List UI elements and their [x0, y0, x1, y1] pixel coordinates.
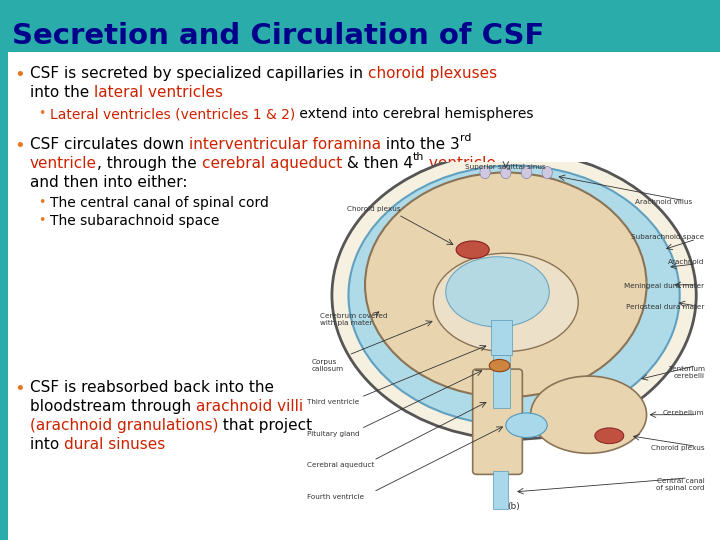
Ellipse shape — [595, 428, 624, 444]
Text: Superior sagittal sinus: Superior sagittal sinus — [465, 164, 546, 170]
Ellipse shape — [456, 241, 490, 259]
Text: Cerebellum: Cerebellum — [663, 410, 704, 416]
Text: dural sinuses: dural sinuses — [64, 437, 166, 452]
Text: ventricle: ventricle — [30, 156, 97, 171]
Text: Fourth ventricle: Fourth ventricle — [307, 494, 364, 500]
Text: extend into cerebral hemispheres: extend into cerebral hemispheres — [295, 107, 534, 121]
Text: Choroid plexus: Choroid plexus — [346, 206, 400, 212]
Text: •: • — [38, 196, 45, 209]
Text: The subarachnoid space: The subarachnoid space — [50, 214, 220, 228]
Text: Pituitary gland: Pituitary gland — [307, 431, 360, 437]
Text: , through the: , through the — [97, 156, 202, 171]
Ellipse shape — [446, 256, 549, 327]
Text: Third ventricle: Third ventricle — [307, 399, 359, 405]
Text: Secretion and Circulation of CSF: Secretion and Circulation of CSF — [12, 22, 544, 50]
Text: Choroid plexus: Choroid plexus — [651, 445, 704, 451]
Text: Meningeal dura mater: Meningeal dura mater — [624, 284, 704, 289]
Text: CSF is reabsorbed back into the: CSF is reabsorbed back into the — [30, 380, 274, 395]
Bar — [0, 52, 8, 540]
Text: Lateral ventricles (ventricles 1 & 2): Lateral ventricles (ventricles 1 & 2) — [50, 107, 295, 121]
Ellipse shape — [365, 172, 647, 397]
Ellipse shape — [500, 166, 511, 179]
Text: Cerebrum covered
with pia mater: Cerebrum covered with pia mater — [320, 313, 387, 327]
Text: Central canal
of spinal cord: Central canal of spinal cord — [656, 478, 704, 491]
Text: •: • — [14, 137, 24, 155]
Text: that project: that project — [218, 418, 312, 433]
Text: into the 3: into the 3 — [381, 137, 460, 152]
Text: Subarachnoid space: Subarachnoid space — [631, 234, 704, 240]
Text: Periosteal dura mater: Periosteal dura mater — [626, 305, 704, 310]
Bar — [493, 471, 508, 510]
Text: into the: into the — [30, 85, 94, 100]
Text: CSF is secreted by specialized capillaries in: CSF is secreted by specialized capillari… — [30, 66, 368, 81]
Text: bloodstream through: bloodstream through — [30, 399, 196, 414]
Bar — [493, 355, 510, 408]
Bar — [491, 320, 512, 355]
Text: and then into either:: and then into either: — [30, 175, 187, 190]
Text: Cerebral aqueduct: Cerebral aqueduct — [307, 462, 374, 468]
Text: Arachnoid: Arachnoid — [668, 259, 704, 265]
Ellipse shape — [490, 360, 510, 372]
Text: Corpus
callosum: Corpus callosum — [311, 359, 343, 372]
Text: •: • — [14, 66, 24, 84]
Ellipse shape — [521, 166, 531, 179]
Text: •: • — [38, 107, 45, 120]
FancyBboxPatch shape — [473, 369, 523, 474]
Text: choroid plexuses: choroid plexuses — [368, 66, 497, 81]
Ellipse shape — [348, 165, 680, 426]
Bar — [0, 0, 720, 52]
Text: CSF circulates down: CSF circulates down — [30, 137, 189, 152]
Ellipse shape — [531, 376, 647, 454]
Text: interventricular foramina: interventricular foramina — [189, 137, 381, 152]
Text: (b): (b) — [508, 502, 521, 511]
Ellipse shape — [433, 253, 578, 352]
Ellipse shape — [542, 166, 552, 179]
Text: Tentorium
cerebelli: Tentorium cerebelli — [668, 366, 704, 379]
Text: rd: rd — [460, 133, 472, 143]
Text: •: • — [38, 214, 45, 227]
Text: cerebral aqueduct: cerebral aqueduct — [202, 156, 342, 171]
Ellipse shape — [480, 166, 490, 179]
Text: (arachnoid granulations): (arachnoid granulations) — [30, 418, 218, 433]
Text: & then 4: & then 4 — [342, 156, 413, 171]
Text: ventricle: ventricle — [424, 156, 496, 171]
Ellipse shape — [332, 151, 696, 439]
Text: •: • — [14, 380, 24, 398]
Text: lateral ventricles: lateral ventricles — [94, 85, 223, 100]
Ellipse shape — [505, 413, 547, 437]
Text: Arachnoid villus: Arachnoid villus — [635, 199, 692, 205]
Text: th: th — [413, 152, 424, 162]
Text: The central canal of spinal cord: The central canal of spinal cord — [50, 196, 269, 210]
Text: arachnoid villi: arachnoid villi — [196, 399, 303, 414]
Text: into: into — [30, 437, 64, 452]
